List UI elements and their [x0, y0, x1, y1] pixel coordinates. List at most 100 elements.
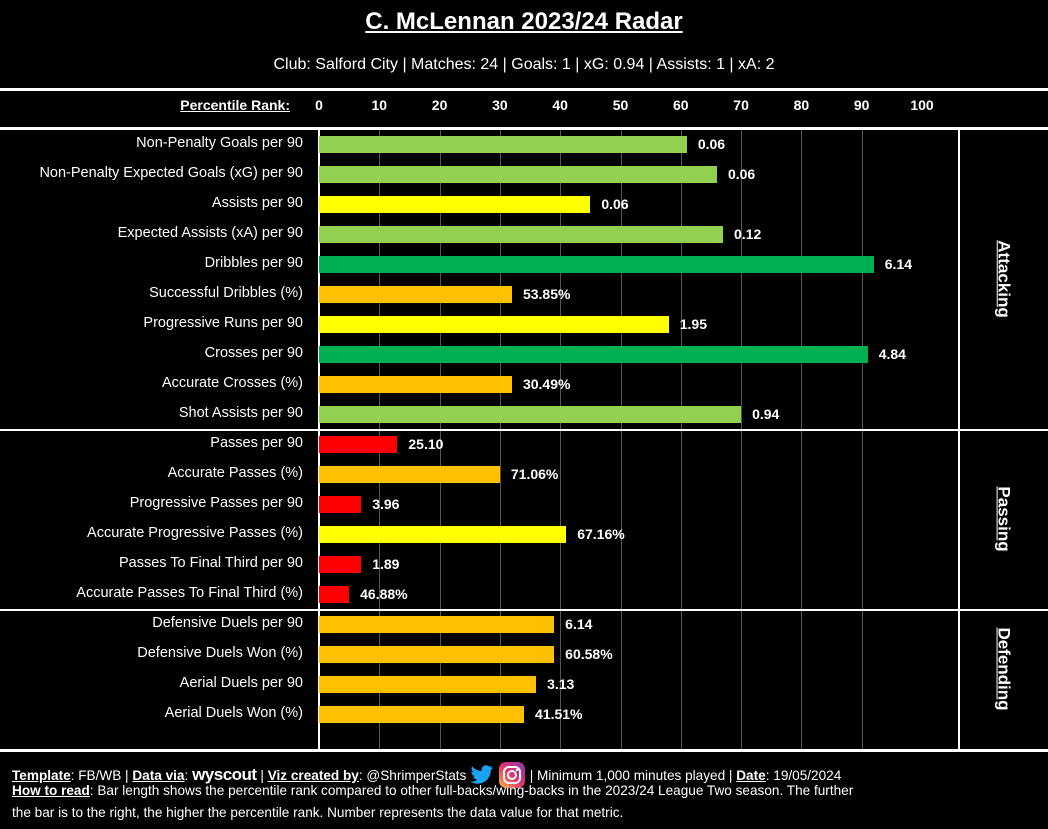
metric-label: Progressive Passes per 90 — [129, 495, 303, 511]
bar-value-label: 71.06% — [510, 466, 559, 482]
gridline — [440, 130, 441, 750]
divider — [0, 749, 1048, 752]
gridline — [741, 130, 742, 750]
metric-label: Non-Penalty Expected Goals (xG) per 90 — [39, 165, 303, 181]
bar-value-label: 3.13 — [547, 676, 575, 692]
bar-value-label: 1.95 — [679, 316, 707, 332]
metric-label: Passes To Final Third per 90 — [118, 555, 303, 571]
instagram-icon — [498, 761, 526, 792]
gridline — [621, 130, 622, 750]
bar-value-label: 6.14 — [565, 616, 593, 632]
bar — [319, 436, 398, 453]
section-label: Defending — [994, 627, 1014, 711]
metric-label: Shot Assists per 90 — [178, 405, 303, 421]
bar — [319, 586, 350, 603]
chart-subtitle: Club: Salford City | Matches: 24 | Goals… — [273, 56, 775, 73]
x-tick-label: 40 — [552, 97, 568, 113]
x-tick-label: 60 — [673, 97, 689, 113]
bar-value-label: 3.96 — [372, 496, 400, 512]
bar — [319, 616, 555, 633]
x-tick-label: 50 — [612, 97, 629, 113]
section-column-border — [958, 130, 960, 750]
gridline — [560, 130, 561, 750]
bar — [319, 196, 591, 213]
bar-value-label: 0.06 — [697, 136, 726, 152]
metric-label: Accurate Passes (%) — [167, 465, 303, 481]
chart-title: C. McLennan 2023/24 Radar — [365, 8, 683, 35]
metric-label: Aerial Duels Won (%) — [164, 705, 303, 721]
gridline — [681, 130, 682, 750]
gridline — [801, 130, 802, 750]
bar — [319, 526, 567, 543]
section-label-passing: Passing — [960, 429, 1048, 609]
twitter-icon — [470, 765, 494, 788]
x-tick-label: 90 — [853, 97, 870, 113]
section-divider — [0, 609, 1048, 611]
x-tick-label: 20 — [431, 97, 448, 113]
metric-label: Assists per 90 — [211, 195, 303, 211]
bar-value-label: 53.85% — [522, 286, 571, 302]
x-tick-label: 10 — [371, 97, 388, 113]
bar — [319, 166, 717, 183]
metric-label: Crosses per 90 — [204, 345, 303, 361]
gridline — [500, 130, 501, 750]
x-tick-label: 100 — [910, 97, 934, 113]
x-axis-label: Percentile Rank: — [180, 97, 290, 113]
bar-value-label: 4.84 — [878, 346, 906, 362]
bar-value-label: 0.06 — [601, 196, 629, 212]
bar-value-label: 67.16% — [577, 526, 625, 542]
footer-line-2: How to read: Bar length shows the percen… — [12, 783, 854, 798]
bar — [319, 706, 525, 723]
bar-value-label: 1.89 — [372, 556, 400, 572]
bar — [319, 226, 723, 243]
x-tick-label: 30 — [492, 97, 508, 113]
section-label-defending: Defending — [960, 609, 1048, 729]
gridline — [862, 130, 863, 750]
metric-label: Dribbles per 90 — [204, 255, 303, 271]
bar — [319, 496, 362, 513]
metric-label: Accurate Passes To Final Third (%) — [76, 585, 303, 601]
bar — [319, 136, 687, 153]
bar — [319, 286, 512, 303]
bar-value-label: 0.12 — [734, 226, 762, 242]
divider — [0, 127, 1048, 130]
section-label: Attacking — [995, 240, 1014, 318]
bar-value-label: 6.14 — [884, 256, 912, 272]
bar — [319, 646, 555, 663]
metric-label: Non-Penalty Goals per 90 — [136, 135, 303, 151]
x-tick-label: 70 — [733, 97, 749, 113]
wyscout-logo: wyscout — [192, 765, 257, 785]
footer-line-3: the bar is to the right, the higher the … — [12, 805, 624, 820]
metric-label: Progressive Runs per 90 — [143, 315, 303, 331]
bar — [319, 256, 874, 273]
metric-label: Passes per 90 — [210, 435, 303, 451]
bar-value-label: 0.94 — [752, 406, 780, 422]
metric-label: Defensive Duels per 90 — [152, 615, 303, 631]
bar-value-label: 0.06 — [727, 166, 756, 182]
x-tick-label: 80 — [793, 97, 810, 113]
bar-value-label: 60.58% — [565, 646, 613, 662]
bar — [319, 406, 742, 423]
bar — [319, 466, 500, 483]
divider — [0, 88, 1048, 91]
metric-label: Defensive Duels Won (%) — [137, 645, 303, 661]
bar — [319, 676, 537, 693]
bar-value-label: 41.51% — [535, 706, 583, 722]
metric-label: Accurate Crosses (%) — [161, 375, 303, 391]
metric-label: Successful Dribbles (%) — [149, 285, 303, 301]
bar-value-label: 25.10 — [408, 436, 444, 452]
bar — [319, 376, 512, 393]
bar — [319, 556, 362, 573]
section-divider — [0, 429, 1048, 431]
bar-value-label: 46.88% — [360, 586, 408, 602]
bar-value-label: 30.49% — [522, 376, 571, 392]
bar — [319, 316, 669, 333]
footer-line-1: Template: FB/WB | Data via: wyscout | Vi… — [12, 761, 841, 792]
bar — [319, 346, 868, 363]
section-label: Passing — [994, 486, 1014, 552]
metric-label: Expected Assists (xA) per 90 — [117, 225, 303, 241]
section-label-attacking: Attacking — [960, 129, 1048, 429]
x-tick-label: 0 — [315, 97, 323, 113]
metric-label: Accurate Progressive Passes (%) — [87, 525, 303, 541]
metric-label: Aerial Duels per 90 — [179, 675, 303, 691]
